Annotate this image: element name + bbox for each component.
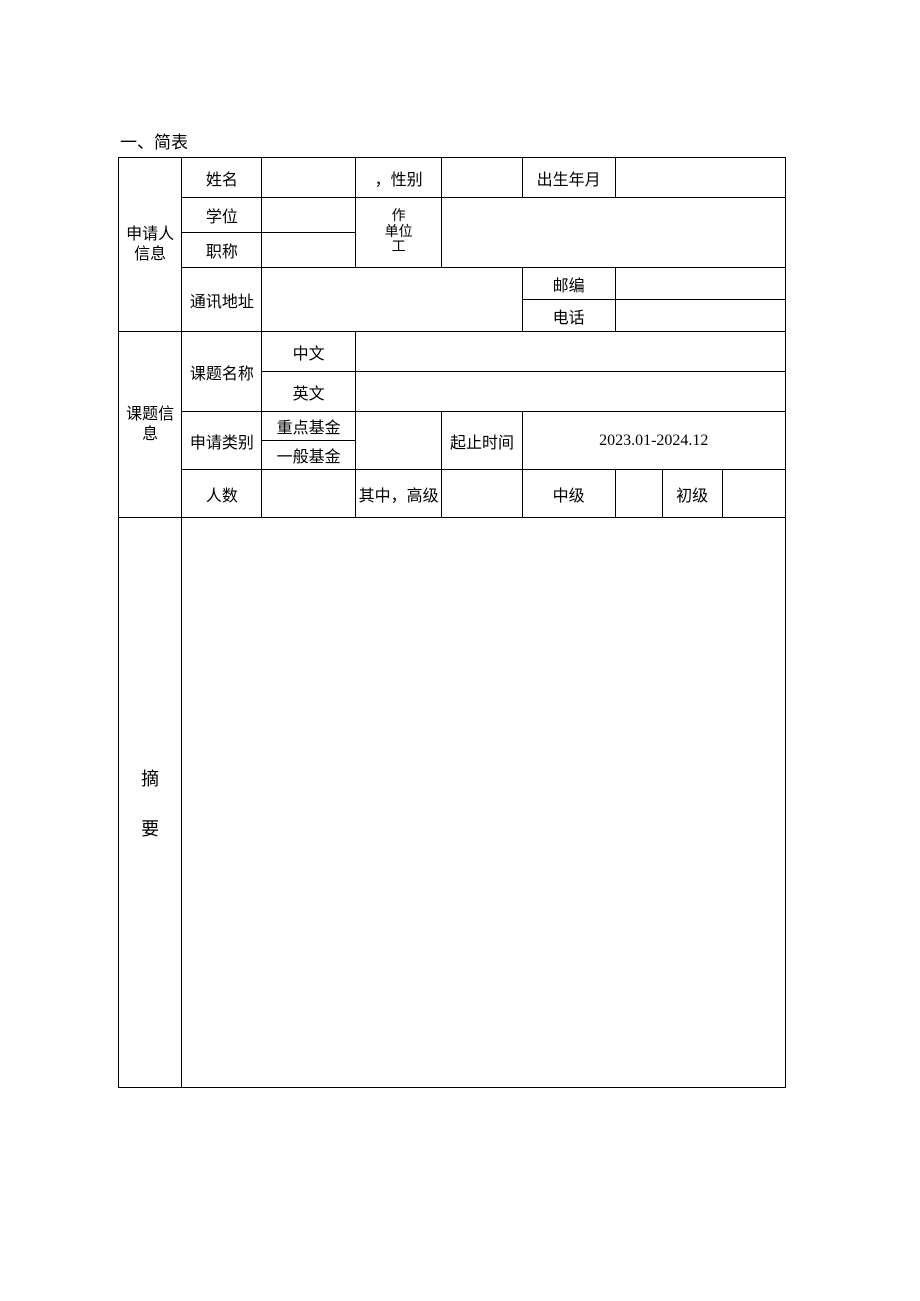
gender-value[interactable]: [442, 158, 522, 198]
topic-section-label: 课题信息: [119, 332, 182, 518]
topic-name-label: 课题名称: [182, 332, 262, 412]
chinese-value[interactable]: [355, 332, 785, 372]
key-fund-label: 重点基金: [262, 412, 355, 441]
general-fund-label: 一般基金: [262, 441, 355, 470]
work-unit-value[interactable]: [442, 198, 786, 268]
apply-type-label: 申请类别: [182, 412, 262, 470]
work-unit-label: 作 单位 工: [355, 198, 442, 268]
junior-label: 初级: [662, 470, 722, 518]
mid-value[interactable]: [615, 470, 662, 518]
degree-label: 学位: [182, 198, 262, 233]
people-count-value[interactable]: [262, 470, 355, 518]
address-value[interactable]: [262, 268, 522, 332]
title-label: 职称: [182, 233, 262, 268]
duration-value[interactable]: 2023.01-2024.12: [522, 412, 786, 470]
name-label: 姓名: [182, 158, 262, 198]
people-count-label: 人数: [182, 470, 262, 518]
degree-value[interactable]: [262, 198, 355, 233]
abstract-label: 摘 要: [119, 518, 182, 1088]
address-label: 通讯地址: [182, 268, 262, 332]
english-label: 英文: [262, 372, 355, 412]
duration-label: 起止时间: [442, 412, 522, 470]
form-table: 申请人信息 姓名 ，性别 出生年月 学位 作 单位 工 职称: [118, 157, 786, 1088]
senior-label: 其中，高级: [355, 470, 442, 518]
chinese-label: 中文: [262, 332, 355, 372]
phone-value[interactable]: [615, 300, 785, 332]
postcode-value[interactable]: [615, 268, 785, 300]
title-value[interactable]: [262, 233, 355, 268]
key-fund-value[interactable]: [355, 412, 442, 470]
abstract-value[interactable]: [182, 518, 786, 1088]
gender-label: ，性别: [355, 158, 442, 198]
junior-value[interactable]: [722, 470, 785, 518]
birth-label: 出生年月: [522, 158, 615, 198]
applicant-section-label: 申请人信息: [119, 158, 182, 332]
english-value[interactable]: [355, 372, 785, 412]
postcode-label: 邮编: [522, 268, 615, 300]
senior-value[interactable]: [442, 470, 522, 518]
phone-label: 电话: [522, 300, 615, 332]
page-heading: 一、简表: [118, 128, 786, 153]
birth-value[interactable]: [615, 158, 785, 198]
name-value[interactable]: [262, 158, 355, 198]
mid-label: 中级: [522, 470, 615, 518]
